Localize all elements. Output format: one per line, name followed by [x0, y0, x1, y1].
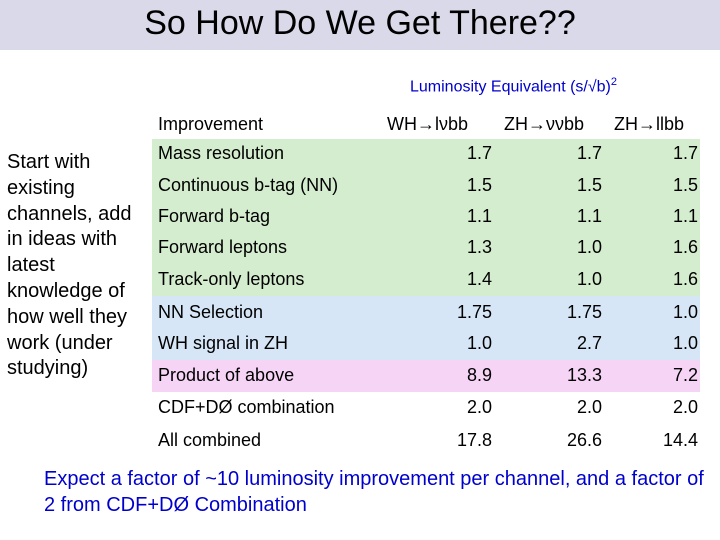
table-row: Product of above 8.9 13.3 7.2 — [152, 361, 700, 392]
row-value-zhll: 1.1 — [672, 206, 698, 226]
row-value-zhll: 7.2 — [672, 365, 698, 385]
table-row: Forward b-tag 1.1 1.1 1.1 — [152, 202, 700, 233]
row-value-zhvv: 1.5 — [576, 175, 602, 195]
subtitle-exponent: 2 — [610, 76, 617, 88]
row-value-zhll: 14.4 — [662, 430, 698, 450]
table-row: Track-only leptons 1.4 1.0 1.6 — [152, 265, 700, 296]
header-zh-llbb: ZH→llbb — [614, 114, 685, 134]
row-label: Continuous b-tag (NN) — [158, 175, 339, 195]
table-row: Mass resolution 1.7 1.7 1.7 — [152, 139, 700, 170]
row-label: Track-only leptons — [158, 269, 305, 289]
row-value-wh: 17.8 — [456, 430, 492, 450]
row-value-zhll: 1.6 — [672, 269, 698, 289]
row-value-zhll: 1.7 — [672, 143, 698, 163]
row-label: All combined — [158, 430, 262, 450]
subtitle-text: Luminosity Equivalent (s/√b) — [410, 78, 611, 96]
row-value-zhll: 1.0 — [672, 302, 698, 322]
row-value-zhvv: 2.7 — [576, 333, 602, 353]
table-row: NN Selection 1.75 1.75 1.0 — [152, 298, 700, 329]
slide-title: So How Do We Get There?? — [144, 4, 576, 42]
row-value-zhvv: 1.0 — [576, 269, 602, 289]
row-label: Product of above — [158, 365, 295, 385]
row-value-wh: 1.5 — [466, 175, 492, 195]
row-label: Mass resolution — [158, 143, 285, 163]
table-row: All combined 17.8 26.6 14.4 — [152, 426, 700, 457]
row-value-zhvv: 1.75 — [566, 302, 602, 322]
luminosity-subtitle: Luminosity Equivalent (s/√b)2 — [410, 76, 617, 96]
title-bar — [0, 0, 720, 50]
row-value-wh: 1.3 — [466, 237, 492, 257]
row-value-wh: 8.9 — [466, 365, 492, 385]
row-value-zhvv: 1.1 — [576, 206, 602, 226]
table-row: Forward leptons 1.3 1.0 1.6 — [152, 233, 700, 264]
left-description: Start with existing channels, add in ide… — [7, 151, 132, 380]
header-improvement: Improvement — [158, 114, 264, 134]
row-value-wh: 1.75 — [456, 302, 492, 322]
row-value-wh: 1.1 — [466, 206, 492, 226]
table-row: WH signal in ZH 1.0 2.7 1.0 — [152, 329, 700, 360]
band-pink — [152, 360, 700, 392]
header-zh-vvbb: ZH→ννbb — [504, 114, 585, 134]
row-label: Forward leptons — [158, 237, 288, 257]
band-blue — [152, 296, 700, 360]
row-value-zhll: 1.0 — [672, 333, 698, 353]
row-label: NN Selection — [158, 302, 264, 322]
row-value-wh: 1.0 — [466, 333, 492, 353]
row-value-zhvv: 26.6 — [566, 430, 602, 450]
row-value-wh: 1.4 — [466, 269, 492, 289]
header-wh-lvbb: WH→lνbb — [387, 114, 469, 134]
row-value-zhll: 2.0 — [672, 397, 698, 417]
row-label: Forward b-tag — [158, 206, 271, 226]
row-value-wh: 1.7 — [466, 143, 492, 163]
row-value-zhll: 1.5 — [672, 175, 698, 195]
row-value-zhvv: 1.0 — [576, 237, 602, 257]
table-row: Continuous b-tag (NN) 1.5 1.5 1.5 — [152, 171, 700, 202]
footer-note: Expect a factor of ~10 luminosity improv… — [44, 468, 704, 516]
table-row: CDF+DØ combination 2.0 2.0 2.0 — [152, 393, 700, 424]
row-value-zhvv: 13.3 — [566, 365, 602, 385]
row-value-wh: 2.0 — [466, 397, 492, 417]
band-green — [152, 139, 700, 296]
row-value-zhvv: 1.7 — [576, 143, 602, 163]
row-label: CDF+DØ combination — [158, 397, 335, 417]
row-label: WH signal in ZH — [158, 333, 289, 353]
row-value-zhll: 1.6 — [672, 237, 698, 257]
row-value-zhvv: 2.0 — [576, 397, 602, 417]
